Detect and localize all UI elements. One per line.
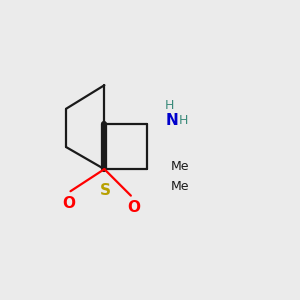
Text: O: O <box>62 196 76 211</box>
Text: H: H <box>178 114 188 127</box>
Text: H: H <box>165 99 174 112</box>
Text: S: S <box>100 183 111 198</box>
Text: O: O <box>127 200 140 215</box>
Text: Me: Me <box>171 180 189 193</box>
Text: Me: Me <box>171 160 189 173</box>
Text: N: N <box>166 113 178 128</box>
